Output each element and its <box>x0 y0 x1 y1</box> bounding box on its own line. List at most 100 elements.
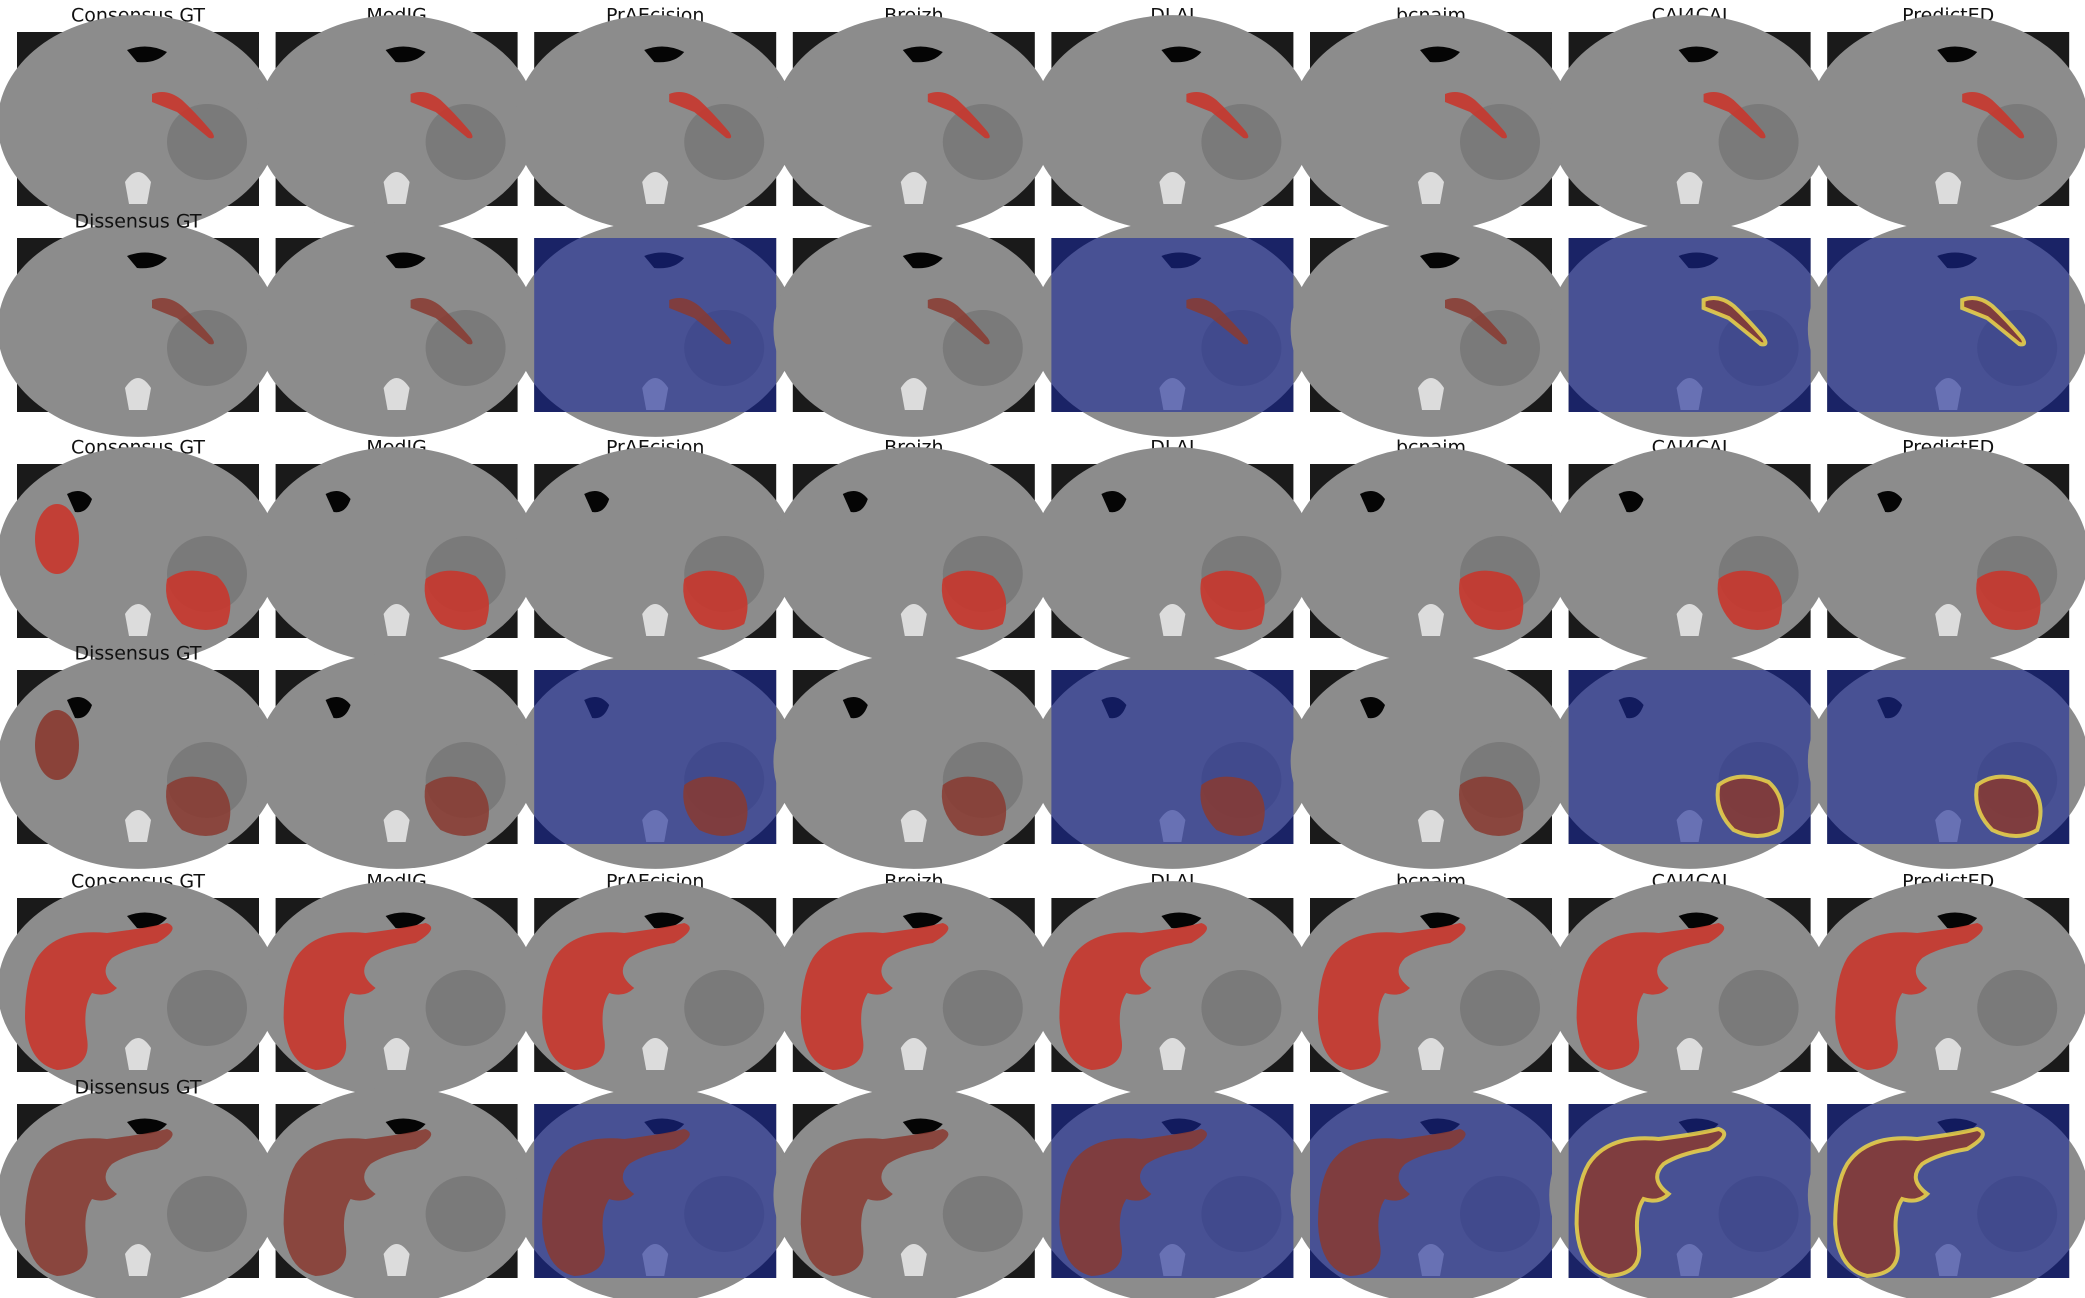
organ <box>942 970 1023 1046</box>
row-label: Dissensus GT <box>75 643 202 665</box>
ct-image <box>1032 221 1313 437</box>
air-pocket <box>1937 46 1978 63</box>
spine <box>900 1038 927 1070</box>
ct-image <box>1549 1087 1830 1298</box>
ct-image <box>0 221 279 437</box>
spine <box>1418 172 1444 204</box>
segmentation <box>542 923 690 1070</box>
air-pocket <box>1360 696 1385 719</box>
air-pocket <box>385 46 426 63</box>
uncertainty-edge <box>1574 1126 1727 1279</box>
organ <box>1201 104 1282 180</box>
uncertainty-edge <box>1701 296 1768 347</box>
ct-image <box>256 653 537 869</box>
ct-image <box>1807 447 2085 663</box>
air-pocket <box>1360 490 1385 513</box>
segmentation <box>1445 298 1507 345</box>
spine <box>900 604 927 636</box>
ct-image <box>256 15 537 231</box>
spine <box>125 172 151 204</box>
segmentation <box>542 1129 690 1276</box>
ct-image <box>1549 881 1830 1097</box>
spine <box>1935 172 1962 204</box>
spine <box>125 604 151 636</box>
air-pocket <box>1420 252 1460 269</box>
segmentation <box>1059 923 1208 1070</box>
organ <box>425 310 506 386</box>
spine <box>900 810 927 842</box>
organ <box>684 970 765 1046</box>
spine <box>1418 1038 1444 1070</box>
spine <box>125 1038 151 1070</box>
organ <box>425 970 506 1046</box>
spine <box>1935 604 1962 636</box>
segmentation <box>152 92 214 139</box>
organ <box>1460 104 1540 180</box>
segmentation <box>927 92 990 139</box>
air-pocket <box>1678 46 1719 63</box>
spine <box>900 1244 927 1276</box>
air-pocket <box>902 912 943 929</box>
ct-image <box>0 1087 279 1298</box>
air-pocket <box>67 696 92 719</box>
segmentation <box>941 776 1007 836</box>
air-pocket <box>1618 490 1644 513</box>
ct-image <box>773 15 1055 231</box>
ct-image <box>1807 653 2085 869</box>
segmentation <box>166 570 231 630</box>
ct-image <box>1290 881 1572 1097</box>
organ <box>942 1176 1023 1252</box>
air-pocket <box>1420 912 1460 929</box>
air-pocket <box>584 490 610 513</box>
spine <box>1676 1038 1703 1070</box>
air-pocket <box>1161 912 1202 929</box>
ct-image <box>1290 653 1572 869</box>
row-label: Dissensus GT <box>75 211 202 233</box>
ct-image <box>1549 221 1830 437</box>
uncertainty-edge <box>1974 774 2043 838</box>
air-pocket <box>1101 490 1127 513</box>
segmentation <box>1717 776 1782 836</box>
segmentation <box>927 298 990 345</box>
spine <box>383 810 410 842</box>
ct-image <box>1032 15 1313 231</box>
spine <box>125 1244 151 1276</box>
spine <box>383 1038 410 1070</box>
spine <box>1418 604 1444 636</box>
ct-image <box>1032 653 1313 869</box>
segmentation <box>1717 570 1782 630</box>
segmentation <box>669 92 732 139</box>
air-pocket <box>1161 46 1202 63</box>
organ <box>942 310 1023 386</box>
spine <box>1676 604 1703 636</box>
segmentation <box>683 776 748 836</box>
uncertainty-tint <box>1568 238 1811 412</box>
spine <box>900 172 927 204</box>
ct-image <box>1549 15 1830 231</box>
segmentation <box>25 923 173 1070</box>
spine <box>900 378 927 410</box>
air-pocket <box>127 252 167 269</box>
uncertainty-tint <box>534 238 777 412</box>
segmentation <box>1835 923 1983 1070</box>
air-pocket <box>842 490 868 513</box>
spine <box>1676 172 1703 204</box>
organ <box>1201 970 1282 1046</box>
ct-image <box>773 1087 1055 1298</box>
air-pocket <box>1877 490 1903 513</box>
segmentation <box>1200 570 1265 630</box>
air-pocket <box>1420 46 1460 63</box>
ct-image <box>0 447 279 663</box>
ct-image <box>773 881 1055 1097</box>
organ <box>167 104 247 180</box>
air-pocket <box>127 1118 167 1135</box>
segmentation <box>1459 570 1524 630</box>
ct-image <box>0 15 279 231</box>
segmentation <box>166 776 231 836</box>
air-pocket <box>1937 912 1978 929</box>
ct-image <box>1549 653 1830 869</box>
segmentation <box>1976 570 2041 630</box>
organ <box>425 1176 506 1252</box>
organ <box>684 104 765 180</box>
organ <box>1977 104 2058 180</box>
